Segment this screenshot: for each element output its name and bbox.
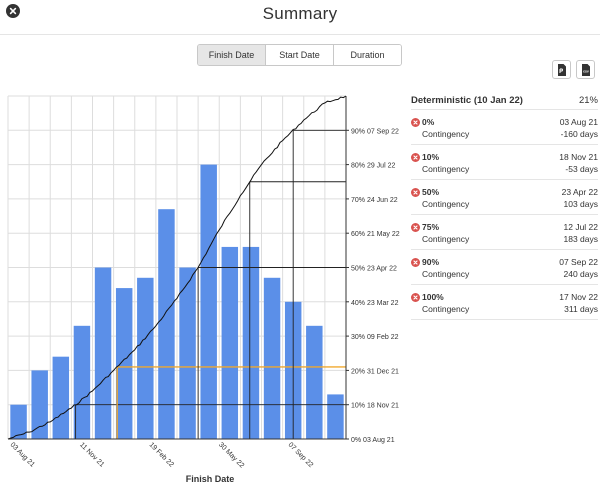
histogram-bar [10,404,27,439]
percentile-label: 10% [422,152,440,162]
tab-finish-date[interactable]: Finish Date [198,45,266,65]
percentile-date: 03 Aug 21 [559,117,598,127]
result-row: 50% 23 Apr 22 Contingency 103 days [411,180,598,215]
contingency-label: Contingency [422,269,470,279]
page-title: Summary [262,4,338,23]
tab-start-date[interactable]: Start Date [266,45,334,65]
right-axis-label: 10% 18 Nov 21 [351,403,399,410]
histogram-bar [179,267,196,439]
view-toggle: Finish Date Start Date Duration [197,44,402,66]
close-button[interactable] [6,4,20,18]
results-panel: Deterministic (10 Jan 22) 21% 0% 03 Aug … [411,92,598,320]
remove-icon[interactable] [411,222,420,232]
pdf-export-icon [557,63,566,76]
histogram-bar [327,394,344,439]
right-axis-label: 80% 29 Jul 22 [351,163,395,170]
percentile-label: 75% [422,222,440,232]
x-tick-label: 19 Feb 22 [148,441,175,468]
percentile-date: 17 Nov 22 [559,292,598,302]
histogram-bar [158,209,175,439]
right-axis-label: 60% 21 May 22 [351,231,400,238]
percentile-date: 23 Apr 22 [561,187,598,197]
result-row: 100% 17 Nov 22 Contingency 311 days [411,285,598,320]
x-axis-tick-labels: 03 Aug 21 11 Nov 21 19 Feb 22 30 May 22 07 S… [9,441,315,468]
histogram-bar [200,164,217,439]
histogram-bar [52,356,70,439]
cumulative-curve [7,95,347,440]
histogram-bar [242,246,260,439]
percentile-label: 50% [422,187,440,197]
right-axis-label: 50% 23 Apr 22 [351,266,397,273]
contingency-value: 240 days [563,269,599,279]
contingency-value: 183 days [563,234,599,244]
histogram-bar [115,288,133,439]
right-axis-label: 30% 09 Feb 22 [351,334,399,341]
histogram-bar [137,277,154,439]
x-tick-label: 11 Nov 21 [78,441,105,468]
right-axis-label: 70% 24 Jun 22 [351,197,398,204]
percentile-label: 90% [422,257,440,267]
remove-icon[interactable] [411,187,420,197]
percentile-label: 100% [422,292,444,302]
remove-icon[interactable] [411,257,420,267]
histogram-bar [31,370,48,439]
contingency-value: -160 days [560,129,598,139]
histogram-bar [306,325,323,439]
contingency-value: 103 days [563,199,599,209]
close-icon [9,7,17,15]
csv-export-icon: csv [581,63,590,76]
percentile-date: 12 Jul 22 [563,222,599,232]
contingency-label: Contingency [422,199,470,209]
x-axis-title: Finish Date [185,474,235,484]
remove-icon[interactable] [411,292,420,302]
percentile-markers [75,129,346,439]
remove-icon[interactable] [411,152,420,162]
result-row: 75% 12 Jul 22 Contingency 183 days [411,215,598,250]
right-axis-label: 20% 31 Dec 21 [351,368,399,375]
remove-icon[interactable] [411,117,420,127]
deterministic-row: Deterministic (10 Jan 22) 21% [411,92,598,110]
result-row: 10% 18 Nov 21 Contingency -53 days [411,145,598,180]
histogram-bar [221,246,239,439]
percentile-date: 07 Sep 22 [559,257,598,267]
right-axis-label: 90% 07 Sep 22 [351,128,399,135]
right-axis-label: 0% 03 Aug 21 [351,437,395,444]
result-row: 0% 03 Aug 21 Contingency -160 days [411,110,598,145]
contingency-label: Contingency [422,234,470,244]
deterministic-label: Deterministic (10 Jan 22) [411,95,523,106]
right-axis-label: 40% 23 Mar 22 [351,300,399,307]
percentile-label: 0% [422,117,435,127]
contingency-label: Contingency [422,129,470,139]
deterministic-percent: 21% [578,95,598,106]
contingency-value: 311 days [564,304,598,314]
tab-duration[interactable]: Duration [334,45,401,65]
x-tick-label: 03 Aug 21 [9,441,36,468]
finish-date-chart: 0% 03 Aug 21 10% 18 Nov 21 20% 31 Dec 21 30… [7,95,400,468]
header-divider [0,34,600,35]
contingency-label: Contingency [422,164,470,174]
contingency-value: -53 days [565,164,598,174]
svg-text:csv: csv [583,69,589,73]
right-axis-labels: 0% 03 Aug 21 10% 18 Nov 21 20% 31 Dec 21 30… [346,128,400,444]
csv-export-button[interactable]: csv [576,60,595,79]
x-tick-label: 07 Sep 22 [287,441,315,468]
percentile-date: 18 Nov 21 [559,152,598,162]
histogram-bar [263,277,281,439]
histogram-bar [73,325,91,439]
x-tick-label: 30 May 22 [217,441,245,468]
histogram-bar [94,267,112,439]
contingency-label: Contingency [422,304,470,314]
result-row: 90% 07 Sep 22 Contingency 240 days [411,250,598,285]
pdf-export-button[interactable] [552,60,571,79]
histogram-bars [10,164,344,439]
